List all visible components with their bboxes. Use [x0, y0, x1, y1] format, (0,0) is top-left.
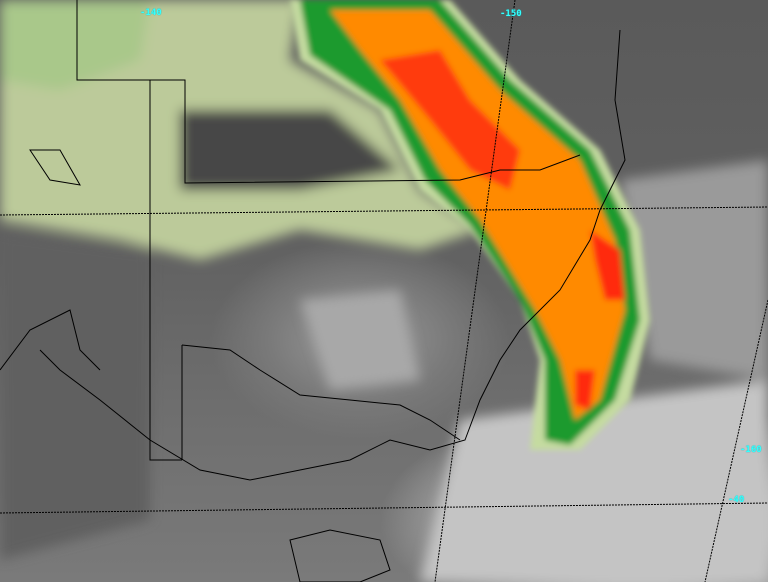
state-border	[149, 80, 182, 461]
storm-band	[290, 0, 650, 450]
latitude-line-40	[0, 502, 768, 514]
borders-coastline	[0, 0, 626, 582]
coastline-sa	[0, 309, 101, 371]
longitude-label-150: -150	[500, 9, 522, 19]
state-border	[76, 0, 581, 184]
latitude-label-40: -40	[728, 495, 745, 505]
longitude-label-140: -140	[140, 8, 162, 18]
longitude-label-160: -160	[740, 445, 762, 455]
longitude-line-150	[434, 0, 516, 582]
coastline	[39, 29, 626, 481]
longitude-line-160	[704, 299, 768, 582]
tasmania-coast	[289, 529, 391, 582]
nsw-vic-border	[181, 344, 461, 441]
latitude-line-35	[0, 206, 768, 216]
coastline-west	[29, 149, 81, 186]
